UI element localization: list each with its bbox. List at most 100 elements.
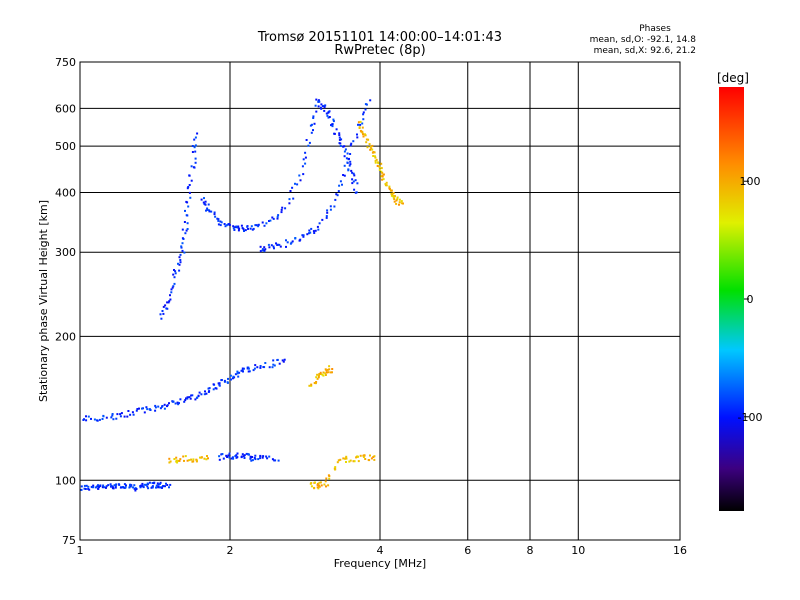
- o-mode-point: [241, 227, 244, 229]
- x-mode-point: [327, 484, 330, 487]
- o-mode-point: [272, 217, 275, 220]
- o-mode-point: [170, 291, 173, 294]
- o-mode-point: [188, 184, 191, 186]
- stats-heading: Phases: [639, 24, 671, 34]
- x-tick-label: 16: [673, 544, 687, 557]
- o-mode-point: [231, 377, 234, 380]
- o-mode-point: [230, 378, 232, 381]
- o-mode-point: [232, 375, 235, 378]
- o-mode-point: [177, 262, 179, 265]
- o-mode-point: [296, 183, 299, 186]
- o-mode-point: [231, 456, 234, 459]
- o-mode-point: [234, 226, 237, 229]
- o-mode-point: [288, 198, 291, 201]
- o-mode-point: [222, 457, 225, 460]
- o-mode-point: [228, 224, 231, 226]
- o-mode-point: [159, 481, 162, 484]
- x-mode-point: [398, 203, 400, 206]
- o-mode-point: [142, 486, 145, 489]
- o-mode-point: [190, 179, 193, 182]
- o-mode-point: [80, 488, 83, 491]
- x-mode-point: [395, 202, 398, 205]
- o-mode-point: [120, 412, 123, 415]
- o-mode-point: [97, 487, 100, 490]
- o-mode-point: [169, 483, 172, 486]
- o-mode-point: [254, 224, 257, 227]
- o-mode-point: [128, 486, 131, 489]
- o-mode-point: [206, 207, 209, 210]
- o-mode-point: [261, 456, 264, 459]
- x-mode-point: [381, 178, 384, 181]
- o-mode-point: [94, 486, 97, 489]
- o-mode-point: [188, 396, 191, 399]
- o-mode-point: [119, 413, 122, 416]
- o-mode-point: [338, 134, 341, 137]
- o-mode-point: [299, 179, 302, 182]
- o-mode-point: [249, 455, 252, 458]
- o-mode-point: [112, 418, 115, 421]
- o-mode-point: [157, 483, 160, 486]
- o-mode-point: [102, 484, 105, 487]
- o-mode-point: [259, 365, 262, 367]
- x-mode-point: [348, 460, 351, 463]
- x-mode-point: [169, 460, 172, 463]
- o-mode-point: [359, 123, 362, 126]
- x-mode-point: [402, 202, 404, 205]
- x-mode-point: [362, 133, 364, 136]
- o-mode-point: [155, 484, 158, 487]
- o-mode-point: [354, 179, 357, 182]
- o-mode-point: [111, 487, 114, 490]
- x-mode-point: [328, 365, 331, 368]
- o-mode-point: [317, 105, 320, 108]
- o-mode-point: [273, 247, 275, 250]
- x-mode-point: [364, 133, 366, 136]
- x-mode-point: [175, 460, 178, 463]
- o-mode-point: [241, 367, 244, 370]
- o-mode-point: [80, 485, 83, 488]
- o-mode-point: [261, 249, 264, 252]
- o-mode-point: [240, 369, 243, 372]
- x-mode-point: [396, 196, 399, 199]
- x-mode-point: [316, 482, 319, 485]
- o-mode-point: [280, 211, 283, 214]
- o-mode-point: [164, 485, 166, 488]
- o-mode-point: [318, 100, 321, 103]
- o-mode-point: [271, 216, 274, 219]
- x-mode-point: [352, 460, 355, 463]
- x-mode-point: [360, 130, 363, 133]
- o-mode-point: [285, 239, 287, 242]
- x-mode-point: [316, 377, 319, 380]
- o-mode-point: [105, 485, 108, 488]
- x-mode-point: [374, 156, 377, 159]
- o-mode-point: [135, 409, 138, 412]
- x-mode-point: [388, 185, 391, 188]
- o-mode-point: [268, 455, 271, 458]
- o-mode-point: [216, 217, 219, 220]
- o-mode-point: [305, 139, 308, 141]
- x-mode-point: [381, 175, 384, 178]
- o-mode-point: [173, 282, 176, 285]
- o-mode-point: [288, 202, 291, 205]
- x-mode-point: [355, 456, 358, 459]
- o-mode-point: [178, 263, 181, 266]
- o-mode-point: [92, 486, 95, 489]
- x-mode-point: [378, 165, 381, 168]
- o-mode-point: [219, 220, 222, 223]
- o-mode-point: [353, 188, 356, 191]
- o-mode-point: [351, 178, 354, 181]
- o-mode-point: [342, 174, 345, 176]
- o-mode-point: [279, 245, 282, 248]
- o-mode-point: [356, 182, 359, 185]
- o-mode-point: [254, 364, 257, 367]
- o-mode-point: [277, 459, 280, 462]
- o-mode-point: [356, 133, 358, 136]
- o-mode-point: [164, 304, 167, 307]
- x-mode-point: [384, 184, 387, 187]
- x-mode-point: [200, 456, 203, 459]
- o-mode-point: [339, 142, 342, 145]
- o-mode-point: [289, 242, 292, 245]
- colorbar-label: [deg]: [717, 71, 749, 85]
- x-mode-point: [363, 454, 366, 457]
- o-mode-point: [158, 483, 161, 485]
